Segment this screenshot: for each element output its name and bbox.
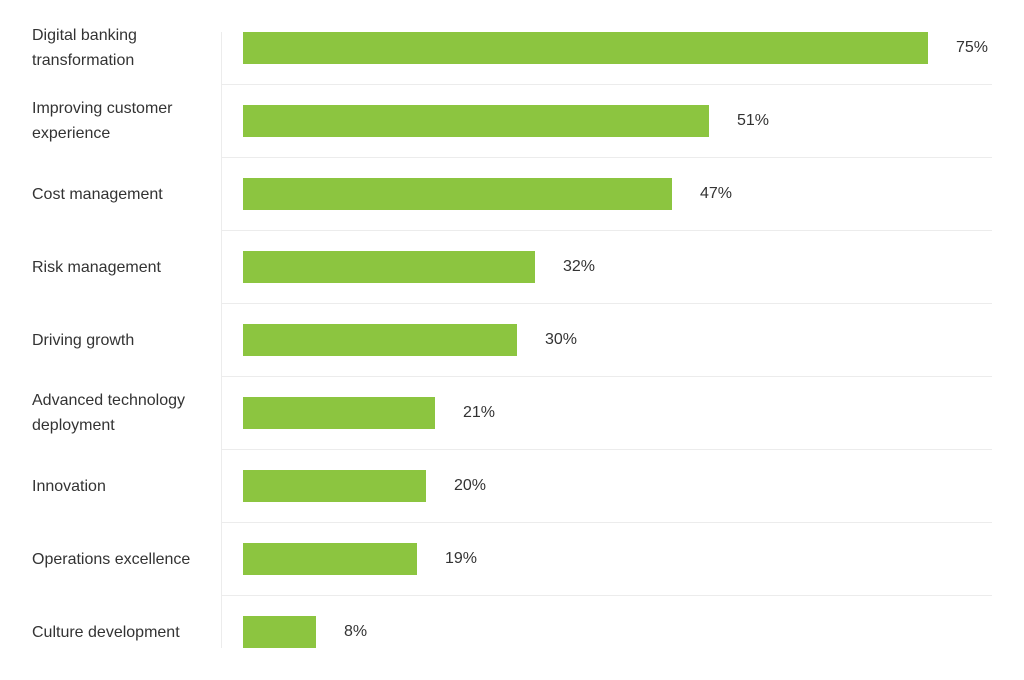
- bar: [243, 178, 672, 210]
- row-separator: [222, 522, 992, 523]
- category-label: Advanced technology deployment: [32, 392, 185, 434]
- value-label: 30%: [545, 331, 578, 348]
- bar-row: Culture development 8%: [22, 596, 992, 669]
- category-axis-divider: [221, 32, 222, 648]
- row-separator: [222, 376, 992, 377]
- bar-row: Innovation 20%: [22, 450, 992, 523]
- value-label: 20%: [454, 477, 487, 494]
- bar-row: Cost management 47%: [22, 158, 992, 231]
- row-separator: [222, 595, 992, 596]
- bar-row: Advanced technology deployment 21%: [22, 377, 992, 450]
- value-label: 47%: [700, 185, 733, 202]
- value-label: 32%: [563, 258, 596, 275]
- category-label: Improving customer experience: [32, 100, 173, 142]
- row-separator: [222, 303, 992, 304]
- row-separator: [222, 449, 992, 450]
- row-separator: [222, 230, 992, 231]
- value-label: 75%: [956, 39, 989, 56]
- bar-row: Improving customer experience 51%: [22, 85, 992, 158]
- category-label: Cost management: [32, 186, 163, 203]
- bar-row: Driving growth 30%: [22, 304, 992, 377]
- bar: [243, 616, 316, 648]
- bar-row: Operations excellence 19%: [22, 523, 992, 596]
- row-separator: [222, 157, 992, 158]
- bar-row: Risk management 32%: [22, 231, 992, 304]
- bar: [243, 105, 709, 137]
- value-label: 21%: [463, 404, 496, 421]
- category-label: Driving growth: [32, 332, 135, 349]
- bar: [243, 324, 517, 356]
- bar: [243, 470, 426, 502]
- bar: [243, 251, 535, 283]
- category-label: Risk management: [32, 259, 161, 276]
- category-label: Digital banking transformation: [32, 27, 137, 69]
- bar: [243, 32, 928, 64]
- value-label: 51%: [737, 112, 770, 129]
- value-label: 19%: [445, 550, 478, 567]
- row-separator: [222, 84, 992, 85]
- bar: [243, 543, 417, 575]
- category-label: Operations excellence: [32, 551, 191, 568]
- category-label: Innovation: [32, 478, 106, 495]
- bar: [243, 397, 435, 429]
- bar-row: Digital banking transformation 75%: [22, 12, 992, 85]
- category-label: Culture development: [32, 624, 180, 641]
- value-label: 8%: [344, 623, 368, 640]
